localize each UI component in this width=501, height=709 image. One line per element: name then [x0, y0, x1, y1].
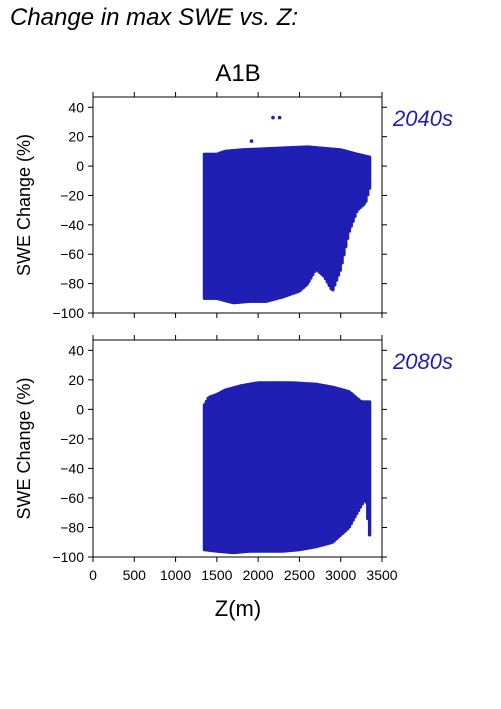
point-cloud-2080s [202, 381, 372, 555]
y-axis-label-2040s: SWE Change (%) [14, 134, 34, 276]
page-title: Change in max SWE vs. Z: [10, 4, 299, 31]
y-tick-label: 40 [68, 99, 84, 115]
y-axis-ticks-2080s: −100 −80 −60 −40 −20 0 20 40 [52, 342, 387, 565]
x-axis-label: Z(m) [215, 596, 261, 621]
y-axis-label-2080s: SWE Change (%) [14, 377, 34, 519]
y-tick-label: −60 [60, 246, 84, 262]
x-tick-label: 1500 [201, 567, 232, 583]
y-tick-label: −20 [60, 187, 84, 203]
outlier-point [277, 115, 282, 120]
y-tick-label: 0 [76, 158, 84, 174]
y-axis-ticks-2040s: −100 −80 −60 −40 −20 0 20 40 [52, 99, 387, 321]
y-tick-label: −80 [60, 276, 84, 292]
y-tick-label: −20 [60, 431, 84, 447]
y-tick-label: 20 [68, 129, 84, 145]
x-tick-label: 1000 [160, 567, 191, 583]
y-tick-label: −100 [52, 549, 84, 565]
scatter-panel-2040s: −100 −80 −60 −40 −20 0 20 40 SWE Change (%) 204… [14, 92, 453, 321]
y-tick-label: −40 [60, 217, 84, 233]
outlier-points-2040s [249, 115, 282, 143]
y-tick-label: −80 [60, 519, 84, 535]
x-axis-ticks-2040s [92, 92, 383, 318]
y-tick-label: 20 [68, 372, 84, 388]
y-tick-label: −60 [60, 490, 84, 506]
plot-frame-2040s [92, 96, 383, 314]
scatter-panel-2080s: −100 −80 −60 −40 −20 0 20 40 0 500 1000 1500 2000 25… [14, 335, 453, 583]
point-cloud-2040s [202, 145, 372, 305]
chart-title: A1B [215, 60, 260, 87]
x-tick-label: 3000 [325, 567, 356, 583]
x-tick-label: 2000 [243, 567, 274, 583]
y-tick-label: −100 [52, 305, 84, 321]
period-label-2080s: 2080s [392, 349, 453, 374]
x-tick-label: 500 [123, 567, 147, 583]
plot-frame-2080s [92, 339, 383, 558]
x-tick-label: 0 [89, 567, 97, 583]
outlier-point [271, 115, 275, 120]
y-tick-label: 0 [76, 401, 84, 417]
x-tick-label: 2500 [284, 567, 315, 583]
y-tick-label: 40 [68, 342, 84, 358]
x-tick-label: 3500 [366, 567, 397, 583]
period-label-2040s: 2040s [392, 106, 453, 131]
x-axis-ticks-2080s: 0 500 1000 1500 2000 2500 3000 3500 [89, 335, 398, 583]
y-tick-label: −40 [60, 460, 84, 476]
outlier-point [249, 139, 254, 143]
